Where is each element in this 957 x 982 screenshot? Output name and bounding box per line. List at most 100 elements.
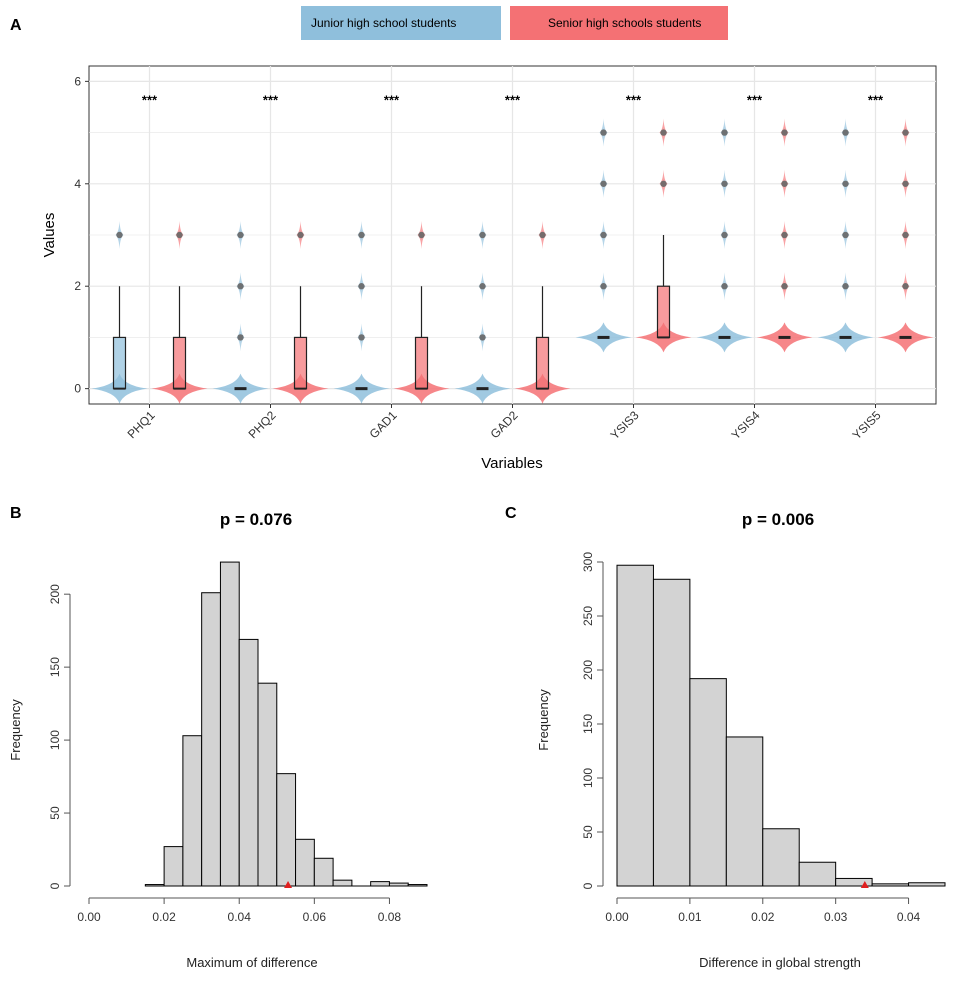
hist-bar: [835, 877, 873, 887]
hist-bar: [313, 857, 334, 887]
outlier-point: [721, 180, 728, 187]
panel-a-x-ticks: PHQ1 PHQ2 GAD1 GAD2 YSIS3 YSIS4 YSIS5: [125, 404, 884, 442]
box-iqr: [535, 336, 550, 390]
x-tick-label: 0.08: [378, 910, 402, 924]
significance-mark: ***: [384, 92, 400, 107]
hist-bar: [652, 578, 691, 887]
outlier-point: [660, 180, 667, 187]
outlier-point: [660, 129, 667, 136]
outlier-point: [902, 283, 909, 290]
x-tick-label: YSIS3: [608, 408, 642, 442]
outlier-point: [479, 334, 486, 341]
y-tick-label: 150: [48, 657, 62, 677]
significance-mark: ***: [626, 92, 642, 107]
hist-bar: [332, 879, 353, 887]
y-tick-label: 50: [48, 806, 62, 820]
hist-bar: [201, 592, 221, 887]
x-tick-label: 0.00: [605, 910, 629, 924]
outlier-point: [237, 231, 244, 239]
outlier-point: [781, 180, 788, 187]
x-tick-label: 0.02: [751, 910, 775, 924]
legend-swatch-junior: [301, 6, 501, 40]
panel-a-significance-marks: *** *** *** *** *** *** ***: [142, 92, 884, 107]
outlier-point: [358, 334, 365, 341]
outlier-point: [902, 129, 909, 136]
panel-a-y-axis-title: Values: [41, 213, 58, 258]
outlier-point: [600, 129, 607, 136]
x-tick-label: YSIS4: [729, 408, 763, 442]
outlier-point: [600, 283, 607, 290]
significance-mark: ***: [142, 92, 158, 107]
outlier-point: [237, 334, 244, 341]
significance-mark: ***: [505, 92, 521, 107]
hist-bar: [871, 883, 910, 887]
outlier-point: [902, 231, 909, 239]
outlier-point: [600, 231, 607, 239]
outlier-point: [721, 129, 728, 136]
panel-a-legend: Junior high school students Senior high …: [301, 6, 728, 40]
panel-c-title: p = 0.006: [742, 510, 814, 529]
x-tick-label: GAD2: [488, 408, 521, 441]
panel-a-label: A: [10, 17, 22, 34]
box-iqr: [112, 336, 127, 390]
panel-c-histogram: C p = 0.006 0.00 0.01 0.02 0.03 0.04 0 50 100 15…: [505, 505, 946, 970]
x-tick-label: 0.04: [897, 910, 921, 924]
panel-a-violin-chart: A Junior high school students Senior hig…: [10, 6, 937, 472]
hist-bar: [219, 561, 240, 887]
hist-bar: [295, 838, 315, 887]
outlier-point: [237, 283, 244, 290]
outlier-point: [781, 283, 788, 290]
significance-mark: ***: [747, 92, 763, 107]
outlier-point: [479, 231, 486, 239]
legend-label-junior: Junior high school students: [311, 16, 456, 30]
panel-c-x-axis-title: Difference in global strength: [699, 955, 861, 970]
panel-a-y-ticks: 0 2 4 6: [74, 74, 89, 396]
x-tick-label: 0.00: [77, 910, 101, 924]
significance-mark: ***: [263, 92, 279, 107]
panel-b-y-axis-title: Frequency: [8, 699, 23, 761]
panel-c-label: C: [505, 505, 517, 522]
significance-mark: ***: [868, 92, 884, 107]
panel-a-gridlines: [89, 66, 936, 404]
panel-c-bars: [616, 564, 946, 888]
x-tick-label: 0.03: [824, 910, 848, 924]
outlier-point: [358, 283, 365, 290]
hist-bar: [407, 884, 428, 887]
x-tick-label: 0.06: [303, 910, 327, 924]
outlier-point: [176, 231, 183, 239]
outlier-point: [902, 180, 909, 187]
box-iqr: [414, 336, 429, 390]
hist-bar: [238, 638, 259, 887]
hist-bar: [388, 882, 409, 887]
x-tick-label: GAD1: [367, 408, 400, 441]
y-tick-label: 100: [48, 730, 62, 750]
y-tick-label: 200: [48, 584, 62, 604]
y-tick-label: 0: [74, 382, 81, 396]
x-tick-label: 0.04: [228, 910, 252, 924]
hist-bar: [144, 884, 165, 887]
hist-bar: [798, 861, 837, 887]
y-tick-label: 0: [581, 882, 595, 889]
hist-bar: [725, 736, 764, 887]
panel-c-y-axis-title: Frequency: [536, 689, 551, 751]
panel-b-histogram: B p = 0.076 0.00 0.02 0.04 0.06 0.08 0 50 100 15…: [8, 505, 428, 970]
panel-c-axes: 0.00 0.01 0.02 0.03 0.04 0 50 100 150 200 250 300: [581, 552, 921, 924]
outlier-point: [721, 231, 728, 239]
hist-bar: [257, 682, 278, 887]
x-tick-label: 0.01: [678, 910, 702, 924]
outlier-point: [539, 231, 546, 239]
y-tick-label: 300: [581, 552, 595, 572]
y-tick-label: 250: [581, 606, 595, 626]
y-tick-label: 6: [74, 74, 81, 88]
observed-marker: [860, 881, 869, 888]
y-tick-label: 200: [581, 660, 595, 680]
panel-b-title: p = 0.076: [220, 510, 292, 529]
outlier-point: [842, 180, 849, 187]
panel-b-axes: 0.00 0.02 0.04 0.06 0.08 0 50 100 150 200: [48, 584, 401, 924]
x-tick-label: PHQ2: [246, 408, 279, 441]
hist-bar: [616, 564, 654, 887]
hist-bar: [908, 882, 946, 887]
x-tick-label: PHQ1: [125, 408, 158, 441]
hist-bar: [370, 881, 390, 887]
panel-a-violins: [91, 118, 934, 404]
